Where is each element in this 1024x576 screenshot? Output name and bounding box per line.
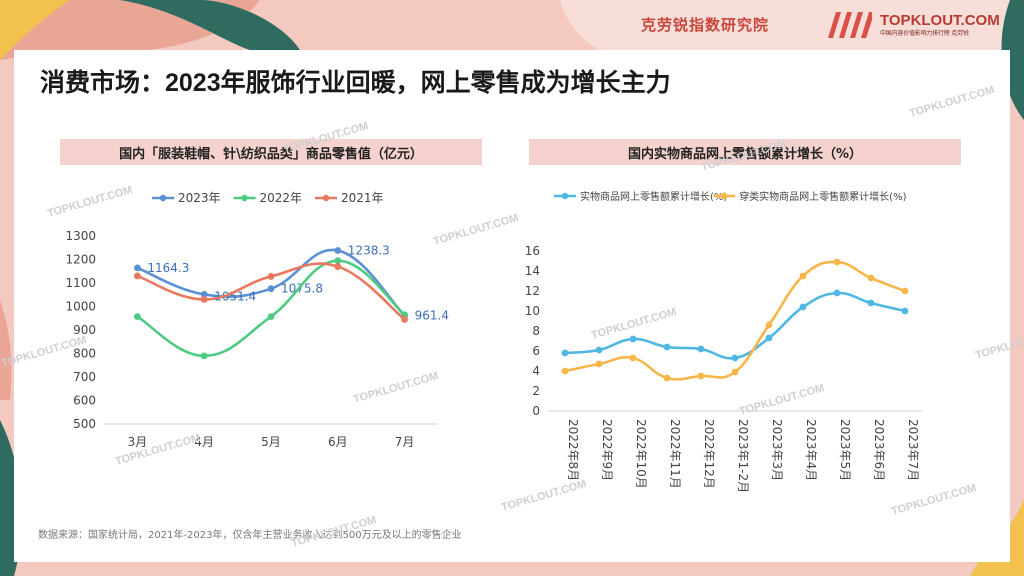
chart2-data-point bbox=[697, 372, 705, 380]
chart2-y-tick-label: 12 bbox=[525, 284, 540, 298]
chart2-data-point bbox=[731, 368, 739, 376]
chart1-y-tick-label: 500 bbox=[73, 417, 96, 431]
chart1-data-point bbox=[200, 296, 208, 303]
chart2-data-point bbox=[833, 258, 841, 266]
chart1-data-point bbox=[334, 247, 342, 254]
chart1-x-tick-label: 3月 bbox=[128, 435, 148, 449]
chart2-x-tick-label: 2022年8月 bbox=[566, 419, 580, 481]
chart2-data-point bbox=[595, 346, 603, 354]
chart2-data-point bbox=[595, 360, 603, 368]
chart2-data-point bbox=[799, 303, 807, 311]
chart1-data-point bbox=[200, 291, 208, 298]
logo-text: TOPKLOUT.COM bbox=[880, 12, 1000, 29]
chart2-data-point bbox=[697, 345, 705, 353]
chart2-x-tick-label: 2022年11月 bbox=[668, 419, 682, 489]
chart2-y-tick-label: 10 bbox=[525, 304, 540, 318]
content-card bbox=[14, 50, 1010, 562]
chart1-data-label: 1051.4 bbox=[214, 289, 256, 303]
chart2-legend-label: 实物商品网上零售额累计增长(%) bbox=[580, 190, 727, 203]
chart1-y-tick-label: 600 bbox=[73, 394, 96, 408]
chart1-y-tick-label: 1000 bbox=[65, 300, 96, 314]
chart2-data-point bbox=[629, 335, 637, 343]
data-source-note: 数据来源：国家统计局，2021年-2023年，仅含年主营业务收入达到500万元及… bbox=[38, 530, 462, 541]
chart1-y-tick-label: 1300 bbox=[65, 229, 96, 243]
chart2-x-tick-label: 2023年5月 bbox=[838, 419, 852, 481]
chart1-legend-marker bbox=[322, 194, 330, 202]
chart2-data-point bbox=[629, 354, 637, 362]
stripes-decoration bbox=[828, 12, 872, 38]
chart1-data-label: 1075.8 bbox=[281, 282, 323, 296]
chart1-title: 国内「服装鞋帽、针\纺织品类」商品零售值（亿元） bbox=[60, 139, 482, 165]
chart1-data-point bbox=[134, 272, 141, 280]
chart1-legend-label: 2023年 bbox=[178, 191, 221, 205]
chart2-data-point bbox=[901, 287, 909, 295]
chart2-x-tick-label: 2023年1-2月 bbox=[736, 419, 750, 493]
chart1-data-point bbox=[334, 257, 342, 265]
chart1-data-point bbox=[267, 285, 275, 293]
chart2-x-tick-label: 2022年10月 bbox=[634, 419, 648, 489]
chart1-x-tick-label: 6月 bbox=[328, 435, 348, 449]
chart2-legend-marker bbox=[561, 192, 569, 200]
chart1-data-point bbox=[267, 313, 275, 321]
chart1-x-tick-label: 5月 bbox=[261, 435, 281, 449]
chart2-data-point bbox=[561, 367, 569, 375]
chart2-data-point bbox=[765, 321, 773, 329]
chart1-y-tick-label: 1100 bbox=[65, 276, 96, 290]
chart2-legend-label: 穿类实物商品网上零售额累计增长(%) bbox=[739, 190, 906, 203]
chart2-x-tick-label: 2023年3月 bbox=[770, 419, 784, 481]
chart2-data-point bbox=[765, 334, 773, 342]
chart2-y-tick-label: 6 bbox=[532, 344, 540, 358]
brand-logo: TOPKLOUT.COM 中国内容价值影响力排行榜 克劳锐 bbox=[880, 12, 1004, 42]
chart2-data-point bbox=[663, 374, 671, 382]
chart2-y-tick-label: 16 bbox=[525, 244, 540, 258]
chart1-legend-marker bbox=[159, 194, 167, 202]
chart2-data-point bbox=[867, 299, 875, 307]
chart2-x-tick-label: 2023年4月 bbox=[804, 419, 818, 481]
chart2-x-tick-label: 2022年9月 bbox=[600, 419, 614, 481]
chart2-series-line bbox=[564, 260, 906, 381]
chart2-y-tick-label: 2 bbox=[532, 384, 540, 398]
chart2-x-tick-label: 2022年12月 bbox=[702, 419, 716, 489]
chart1-data-label: 1238.3 bbox=[348, 243, 390, 257]
chart2-y-tick-label: 0 bbox=[532, 404, 540, 418]
chart1-x-tick-label: 7月 bbox=[395, 435, 415, 449]
chart2-data-point bbox=[833, 289, 841, 297]
chart1-legend-label: 2021年 bbox=[341, 191, 384, 205]
chart2-data-point bbox=[867, 274, 875, 282]
chart2-x-tick-label: 2023年6月 bbox=[872, 419, 886, 481]
chart2-data-point bbox=[799, 272, 807, 280]
chart1-legend-label: 2022年 bbox=[260, 191, 303, 205]
chart2-y-tick-label: 4 bbox=[532, 364, 540, 378]
chart2-data-point bbox=[561, 349, 569, 357]
chart1-y-tick-label: 1200 bbox=[65, 253, 96, 267]
chart2-data-point bbox=[731, 354, 739, 362]
chart1-data-point bbox=[267, 273, 275, 280]
page-title: 消费市场：2023年服饰行业回暖，网上零售成为增长主力 bbox=[40, 69, 671, 97]
chart2-x-tick-label: 2023年7月 bbox=[906, 419, 920, 481]
chart1-y-tick-label: 900 bbox=[73, 323, 96, 337]
header-brand: 克劳锐指数研究院 bbox=[641, 16, 770, 34]
chart1-data-point bbox=[401, 316, 408, 323]
chart1-data-point bbox=[134, 313, 141, 321]
chart1-y-tick-label: 800 bbox=[73, 347, 96, 361]
chart1-data-label: 961.4 bbox=[415, 309, 449, 323]
chart2-title: 国内实物商品网上零售额累计增长（%） bbox=[529, 139, 961, 165]
chart2-data-point bbox=[663, 343, 671, 351]
chart1-legend-marker bbox=[241, 194, 248, 202]
chart1-data-label: 1164.3 bbox=[147, 261, 189, 275]
chart1-y-tick-label: 700 bbox=[73, 370, 96, 384]
chart1-data-point bbox=[134, 264, 141, 272]
chart2-data-point bbox=[901, 307, 909, 315]
chart1-x-tick-label: 4月 bbox=[194, 435, 214, 449]
logo-subtext: 中国内容价值影响力排行榜 克劳锐 bbox=[880, 30, 969, 37]
chart2-y-tick-label: 8 bbox=[532, 324, 540, 338]
chart1-data-point bbox=[200, 352, 208, 360]
chart1-data-point bbox=[334, 263, 342, 270]
chart2-legend-marker bbox=[721, 192, 728, 200]
chart2-y-tick-label: 14 bbox=[525, 264, 540, 278]
